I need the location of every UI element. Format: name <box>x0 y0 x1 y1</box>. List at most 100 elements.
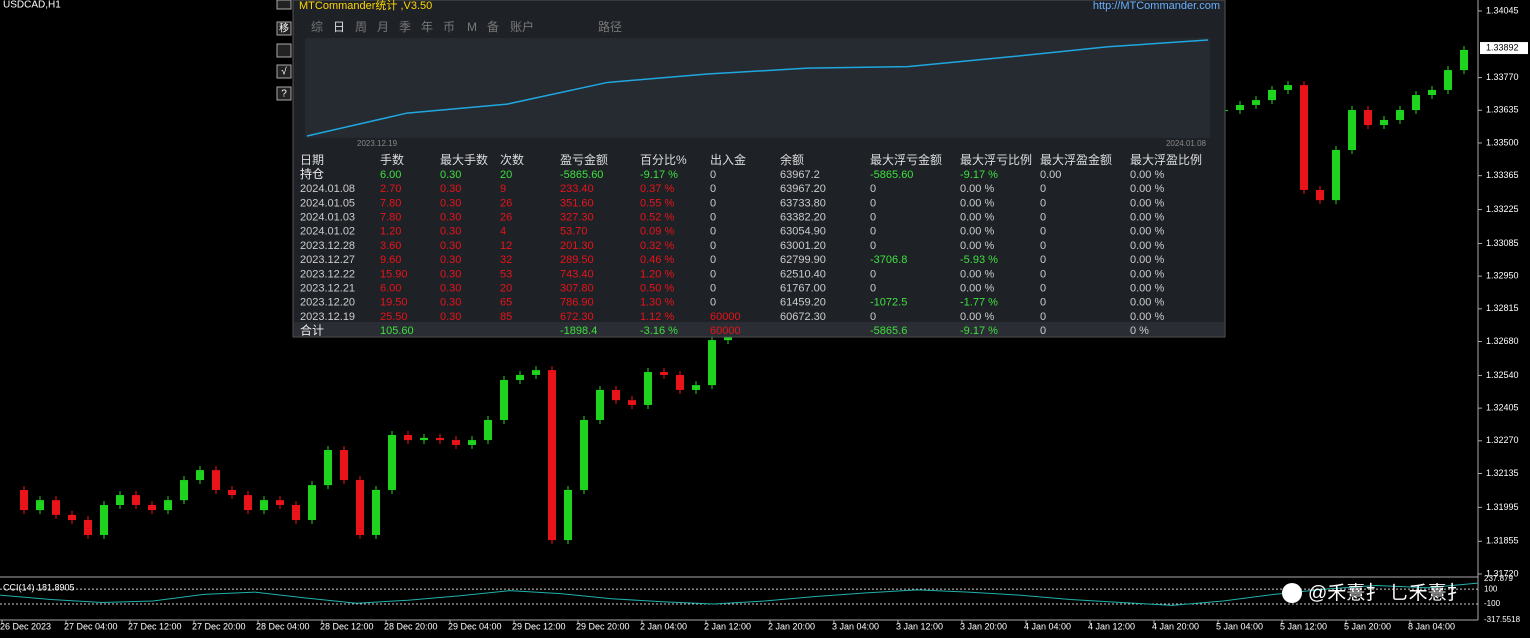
tab[interactable]: 综 <box>311 20 323 34</box>
table-cell: -9.17 % <box>960 169 998 181</box>
table-cell: 63001.20 <box>780 240 826 252</box>
table-cell: -1072.5 <box>870 297 907 309</box>
table-cell: 2023.12.22 <box>300 268 355 280</box>
tab[interactable]: 年 <box>421 20 433 34</box>
tool-button[interactable] <box>276 43 292 58</box>
table-cell: 62799.90 <box>780 254 826 266</box>
table-cell: 289.50 <box>560 254 594 266</box>
table-cell: 4 <box>500 226 506 238</box>
tool-button[interactable] <box>276 86 292 101</box>
table-header: 最大浮盈比例 <box>1130 153 1202 167</box>
table-cell: 0.30 <box>440 283 461 295</box>
table-cell: 0.00 % <box>960 283 994 295</box>
x-tick-label: 29 Dec 04:00 <box>448 621 502 631</box>
candle <box>1268 89 1276 101</box>
table-cell: 0 <box>710 197 716 209</box>
y-tick-label: 1.33770 <box>1486 72 1519 82</box>
candle <box>1252 100 1260 105</box>
table-cell: 0.00 % <box>1130 169 1164 181</box>
tab[interactable]: M <box>467 20 477 34</box>
table-cell: 26 <box>500 197 512 209</box>
y-tick-label: 1.32405 <box>1486 403 1519 413</box>
price-tag <box>1480 42 1528 55</box>
candle <box>52 500 60 515</box>
y-tick-label: 1.31855 <box>1486 536 1519 546</box>
table-cell: 0.00 % <box>960 183 994 195</box>
candle <box>1396 110 1404 120</box>
table-cell: 105.60 <box>380 325 414 337</box>
table-cell: -3.16 % <box>640 325 678 337</box>
candle <box>628 400 636 405</box>
x-tick-label: 4 Jan 20:00 <box>1152 621 1199 631</box>
table-cell: 0 <box>870 212 876 224</box>
x-tick-label: 27 Dec 20:00 <box>192 621 246 631</box>
y-tick-label: 1.33085 <box>1486 238 1519 248</box>
table-cell: 0 <box>710 169 716 181</box>
candle <box>516 374 524 381</box>
table-cell: -5.93 % <box>960 254 998 266</box>
table-cell: 1.20 <box>380 226 401 238</box>
candle <box>436 437 444 441</box>
table-cell: 3.60 <box>380 240 401 252</box>
table-cell: 合计 <box>300 322 324 337</box>
table-cell: 0.00 % <box>1130 311 1164 323</box>
table-cell: 1.12 % <box>640 311 674 323</box>
table-cell: 2023.12.19 <box>300 311 355 323</box>
tab[interactable]: 日 <box>333 20 345 34</box>
table-cell: 2023.12.21 <box>300 283 355 295</box>
candle <box>340 450 348 481</box>
candle <box>260 500 268 511</box>
table-cell: 0.00 % <box>1130 283 1164 295</box>
table-cell: -9.17 % <box>640 169 678 181</box>
table-cell: 0 <box>1040 283 1046 295</box>
table-cell: 65 <box>500 297 512 309</box>
tab[interactable]: 备 <box>487 20 499 34</box>
table-cell: 0.30 <box>440 268 461 280</box>
equity-area <box>305 38 1210 138</box>
panel-url[interactable]: http://MTCommander.com <box>1093 0 1220 12</box>
candle <box>500 380 508 420</box>
table-cell: 0.50 % <box>640 283 674 295</box>
candle <box>36 500 44 511</box>
table-cell: 0 <box>870 311 876 323</box>
symbol: USDCAD,H1 <box>3 0 61 11</box>
x-tick-label: 4 Jan 04:00 <box>1024 621 1071 631</box>
table-cell: 12 <box>500 240 512 252</box>
table-cell: 0.00 % <box>1130 226 1164 238</box>
equity-start: 2023.12.19 <box>357 139 398 148</box>
candle <box>532 370 540 375</box>
equity-line <box>306 39 1209 137</box>
candle <box>276 500 284 505</box>
tool-button[interactable] <box>276 21 292 36</box>
table-cell: 19.50 <box>380 297 408 309</box>
table-header: 最大浮盈金额 <box>1040 152 1112 167</box>
table-cell: 0.30 <box>440 226 461 238</box>
y-tick-label: 1.31995 <box>1486 502 1519 512</box>
cci-pane <box>0 582 1479 606</box>
tab[interactable]: 币 <box>443 20 455 34</box>
candle <box>116 495 124 505</box>
table-cell: 0 <box>710 283 716 295</box>
candle <box>84 520 92 536</box>
table-cell: 0.00 % <box>1130 254 1164 266</box>
tool-button[interactable] <box>276 0 292 10</box>
table-header: 最大浮亏比例 <box>960 153 1032 167</box>
candle <box>228 489 236 496</box>
y-tick-label: 1.31720 <box>1486 568 1519 578</box>
table-cell: 9 <box>500 183 506 195</box>
candle <box>68 514 76 521</box>
table-cell: 0.00 % <box>960 212 994 224</box>
tab[interactable]: 路径 <box>598 19 622 34</box>
candle <box>612 389 620 401</box>
tab[interactable]: 账户 <box>510 19 534 34</box>
table-cell: -9.17 % <box>960 325 998 337</box>
candle <box>644 372 652 405</box>
tool-button[interactable] <box>276 64 292 79</box>
tab[interactable]: 季 <box>399 20 411 34</box>
table-cell: 60000 <box>710 325 741 337</box>
tab[interactable]: 月 <box>377 20 389 34</box>
x-tick-label: 28 Dec 04:00 <box>256 621 310 631</box>
table-cell: 0.30 <box>440 183 461 195</box>
tab[interactable]: 周 <box>355 20 367 34</box>
table-cell: 0.00 <box>1040 169 1061 181</box>
